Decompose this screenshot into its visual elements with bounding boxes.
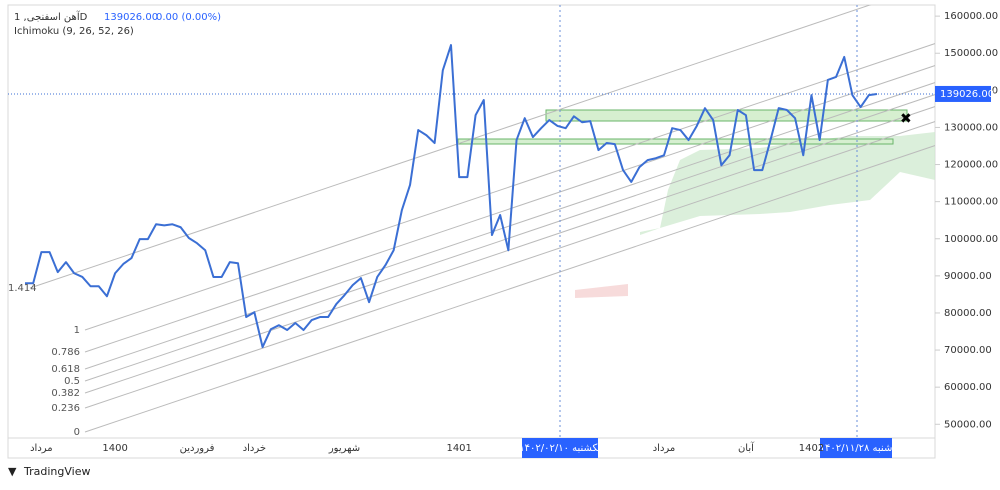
x-tick-label: 1402	[799, 443, 824, 454]
y-tick-label: 130000.00	[944, 122, 998, 133]
price: 139026.00	[104, 12, 158, 23]
crosshair-label: یکشنبه ۱۴۰۲/۰۲/۱۰	[519, 443, 601, 454]
y-tick-label: 110000.00	[944, 197, 998, 208]
fib-label: 1	[74, 325, 80, 336]
y-tick-label: 160000.00	[944, 11, 998, 22]
price-line	[25, 44, 878, 349]
fib-label: 0.618	[51, 364, 80, 375]
fib-label: 0.236	[51, 403, 80, 414]
crosshair-tag	[820, 438, 892, 458]
footer: TradingView	[23, 465, 90, 478]
change: 0.00 (0.00%)	[156, 12, 221, 23]
x-tick-label: مرداد	[653, 443, 676, 454]
plot-frame	[7, 4, 936, 459]
last-price-tag	[935, 85, 991, 102]
fib-label: 0.382	[51, 388, 80, 399]
fib-label: 0.5	[64, 376, 80, 387]
y-tick-label: 100000.00	[944, 234, 998, 245]
fib-line	[84, 65, 935, 353]
fib-line	[84, 106, 935, 394]
fib-label: 1.414	[8, 283, 37, 294]
fib-line	[84, 82, 935, 370]
ichimoku-cloud-green	[640, 132, 935, 235]
y-tick-label: 150000.00	[944, 48, 998, 59]
indicator: Ichimoku (9, 26, 52, 26)	[14, 26, 134, 37]
crosshair-tag	[522, 438, 598, 458]
zone-box	[457, 138, 894, 145]
plot-layer	[8, 5, 935, 438]
zone-box	[545, 109, 908, 122]
y-tick-label: 50000.00	[944, 419, 992, 430]
logo: ▼	[8, 465, 17, 478]
x-tick-label: فروردین	[180, 443, 215, 454]
x-tick-label: مرداد	[30, 443, 53, 454]
y-tick-label: 60000.00	[944, 382, 992, 393]
fib-line	[84, 94, 935, 382]
y-tick-label: 90000.00	[944, 271, 992, 282]
x-tick-label: آبان	[738, 441, 755, 454]
fib-line	[84, 121, 935, 409]
cross-marker: ✖	[900, 111, 912, 127]
y-tick-label: 80000.00	[944, 308, 992, 319]
x-tick-label: خرداد	[243, 443, 266, 454]
crosshair-label: شنبه ۱۴۰۲/۱۱/۲۸	[820, 443, 893, 454]
fib-line	[29, 5, 872, 289]
y-tick-label: 120000.00	[944, 160, 998, 171]
x-tick-label: شهریور	[328, 443, 360, 454]
fib-line	[84, 145, 935, 433]
fib-label: 0	[74, 427, 80, 438]
symbol: آهن اسفنجی, 1D	[14, 10, 88, 23]
x-tick-label: 1400	[102, 443, 127, 454]
x-tick-label: 1401	[446, 443, 471, 454]
y-tick-label: 70000.00	[944, 345, 992, 356]
ichimoku-cloud-red	[575, 284, 628, 298]
fib-label: 0.786	[51, 347, 80, 358]
last-price-label: 139026.00	[940, 89, 994, 100]
